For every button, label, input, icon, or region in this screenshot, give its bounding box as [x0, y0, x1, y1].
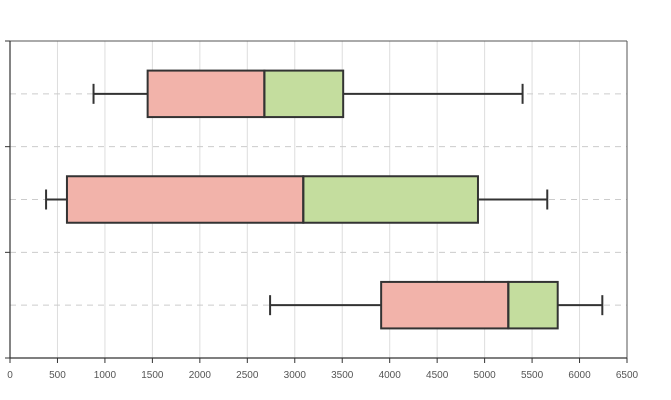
- x-tick-label: 3500: [331, 370, 354, 381]
- box-upper-quartile: [507, 280, 559, 330]
- box-upper-quartile: [263, 69, 345, 119]
- x-tick-label: 1000: [94, 370, 117, 381]
- x-tick-label: 1500: [141, 370, 164, 381]
- box-upper-quartile: [302, 175, 479, 224]
- box-lower-quartile: [380, 280, 510, 330]
- x-tick-label: 3000: [284, 370, 307, 381]
- x-tick-label: 5500: [521, 370, 544, 381]
- x-tick-label: 6000: [568, 370, 591, 381]
- x-tick-label: 500: [49, 370, 66, 381]
- box-layer: [45, 69, 604, 330]
- box-lower-quartile: [146, 69, 266, 119]
- x-tick-label: 2500: [236, 370, 259, 381]
- x-tick-label: 0: [7, 370, 13, 381]
- x-tick-label: 2000: [189, 370, 212, 381]
- box-lower-quartile: [65, 175, 305, 224]
- x-tick-label: 6500: [616, 370, 639, 381]
- box-group: [45, 175, 549, 224]
- x-tick-label: 4000: [379, 370, 402, 381]
- x-tick-label: 4500: [426, 370, 449, 381]
- x-tick-label: 5000: [473, 370, 496, 381]
- axis-layer: 0 500 1000 1500 2000 2500 3000 3500 4000 4500 5000…: [5, 40, 639, 381]
- box-group: [269, 280, 604, 330]
- box-group: [92, 69, 524, 119]
